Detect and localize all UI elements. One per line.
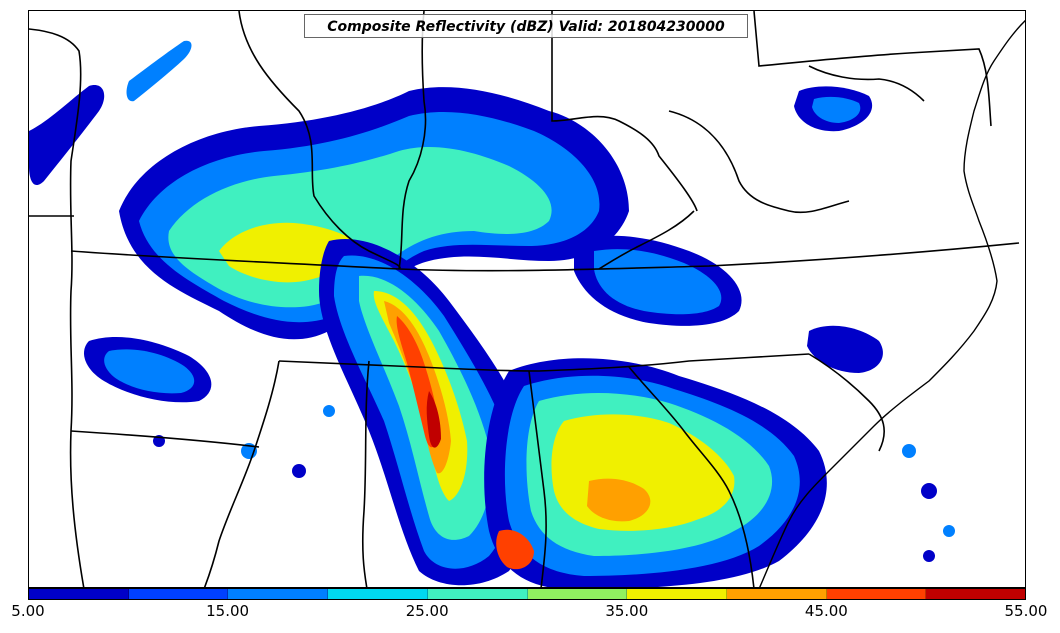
boundary-line — [598, 210, 695, 270]
reflectivity-layer — [29, 40, 955, 587]
boundary-line — [551, 11, 698, 212]
echo-band-northeast — [812, 96, 861, 123]
echo-cell — [943, 525, 955, 537]
echo-band-southeast — [587, 478, 651, 522]
echo-band-west — [126, 40, 192, 102]
boundary-line — [361, 360, 370, 587]
boundary-line — [29, 28, 85, 587]
echo-band-west — [104, 349, 195, 394]
echo-cell — [923, 550, 935, 562]
colorbar-tick-label: 55.00 — [1004, 602, 1048, 620]
boundary-line — [70, 430, 260, 448]
colorbar-tick-label: 15.00 — [206, 602, 250, 620]
echo-band-southeast — [496, 529, 534, 570]
boundary-line — [808, 65, 925, 102]
reflectivity-map — [29, 11, 1025, 587]
colorbar-tick-label: 5.00 — [11, 602, 45, 620]
boundary-line — [668, 110, 850, 214]
boundary-line — [753, 11, 992, 127]
colorbar-segment — [826, 589, 927, 599]
echo-band-east — [807, 325, 883, 373]
echo-cell — [292, 464, 306, 478]
boundary-line — [628, 366, 755, 587]
echo-cell — [323, 405, 335, 417]
colorbar-segment — [29, 589, 129, 599]
colorbar-segment — [926, 589, 1026, 599]
colorbar-segment — [627, 589, 727, 599]
boundary-line — [238, 11, 401, 270]
colorbar-tick-label: 35.00 — [605, 602, 649, 620]
echo-cell — [794, 526, 804, 536]
boundary-line — [528, 370, 547, 587]
colorbar-segment — [228, 589, 329, 599]
colorbar-segment — [328, 589, 428, 599]
echo-band-central — [426, 391, 441, 448]
boundary-line — [398, 11, 427, 270]
colorbar-segment — [427, 589, 528, 599]
colorbar — [28, 588, 1026, 600]
echo-band-west — [29, 85, 105, 186]
state-boundaries — [29, 11, 1020, 587]
map-panel — [28, 10, 1026, 588]
coastline-path — [759, 19, 1025, 587]
colorbar-segment — [128, 589, 229, 599]
colorbar-segment — [726, 589, 827, 599]
echo-band-northeast — [594, 249, 722, 315]
echo-cell — [921, 483, 937, 499]
echo-cell — [902, 444, 916, 458]
colorbar-tick-label: 25.00 — [405, 602, 449, 620]
boundary-line — [203, 360, 280, 587]
boundary-line — [278, 353, 810, 372]
boundary-line — [808, 353, 885, 452]
map-title: Composite Reflectivity (dBZ) Valid: 2018… — [304, 14, 748, 38]
colorbar-tick-label: 45.00 — [804, 602, 848, 620]
coastline — [759, 19, 1025, 587]
colorbar-segment — [527, 589, 628, 599]
boundary-line — [70, 242, 1020, 272]
